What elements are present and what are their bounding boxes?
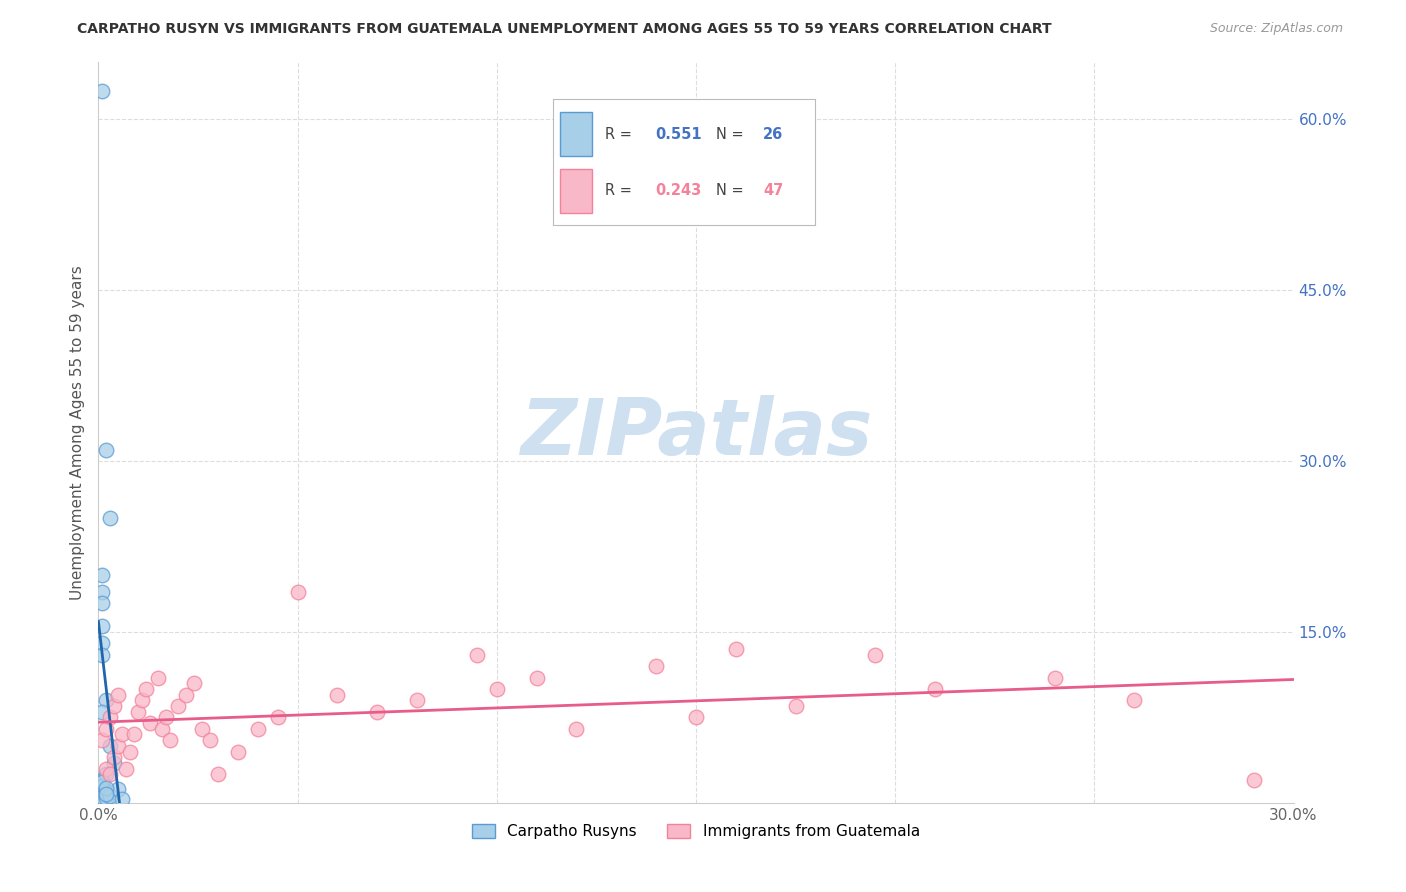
Point — [91, 597, 114, 611]
Point — [155, 710, 177, 724]
Point — [191, 722, 214, 736]
Point — [785, 698, 807, 713]
Point — [96, 767, 118, 781]
Point — [98, 710, 122, 724]
Point — [406, 693, 429, 707]
Point — [167, 698, 190, 713]
Point — [148, 671, 170, 685]
Point — [1243, 772, 1265, 787]
Point — [198, 733, 221, 747]
Point — [91, 619, 114, 633]
Point — [526, 671, 548, 685]
Point — [91, 84, 114, 98]
Point — [174, 688, 197, 702]
Point — [246, 722, 269, 736]
Point — [96, 442, 118, 457]
Point — [96, 780, 118, 795]
Point — [96, 791, 118, 805]
Point — [924, 681, 946, 696]
Point — [91, 790, 114, 805]
Point — [103, 698, 125, 713]
Point — [91, 775, 114, 789]
Point — [565, 722, 588, 736]
Point — [724, 642, 747, 657]
Legend: Carpatho Rusyns, Immigrants from Guatemala: Carpatho Rusyns, Immigrants from Guatema… — [464, 817, 928, 847]
Point — [91, 779, 114, 793]
Point — [226, 745, 249, 759]
Point — [96, 693, 118, 707]
Point — [645, 659, 668, 673]
Point — [1043, 671, 1066, 685]
Point — [96, 788, 118, 802]
Point — [98, 739, 122, 753]
Point — [366, 705, 388, 719]
Point — [91, 636, 114, 650]
Point — [326, 688, 349, 702]
Point — [120, 745, 142, 759]
Point — [115, 762, 138, 776]
Point — [865, 648, 887, 662]
Point — [98, 767, 122, 781]
Y-axis label: Unemployment Among Ages 55 to 59 years: Unemployment Among Ages 55 to 59 years — [69, 265, 84, 600]
Point — [465, 648, 488, 662]
Point — [183, 676, 205, 690]
Point — [91, 568, 114, 582]
Point — [139, 716, 162, 731]
Point — [91, 648, 114, 662]
Point — [485, 681, 508, 696]
Point — [103, 750, 125, 764]
Point — [124, 727, 146, 741]
Point — [1123, 693, 1146, 707]
Point — [91, 772, 114, 787]
Point — [98, 511, 122, 525]
Point — [103, 756, 125, 770]
Point — [107, 739, 129, 753]
Point — [98, 789, 122, 803]
Point — [111, 727, 134, 741]
Text: CARPATHO RUSYN VS IMMIGRANTS FROM GUATEMALA UNEMPLOYMENT AMONG AGES 55 TO 59 YEA: CARPATHO RUSYN VS IMMIGRANTS FROM GUATEM… — [77, 22, 1052, 37]
Text: ZIPatlas: ZIPatlas — [520, 394, 872, 471]
Point — [91, 585, 114, 599]
Point — [111, 792, 134, 806]
Point — [127, 705, 149, 719]
Point — [91, 705, 114, 719]
Point — [96, 787, 118, 801]
Point — [107, 782, 129, 797]
Point — [107, 688, 129, 702]
Point — [685, 710, 707, 724]
Point — [150, 722, 173, 736]
Point — [96, 784, 118, 798]
Point — [267, 710, 290, 724]
Point — [96, 722, 118, 736]
Point — [135, 681, 157, 696]
Point — [96, 762, 118, 776]
Point — [91, 733, 114, 747]
Point — [131, 693, 153, 707]
Text: Source: ZipAtlas.com: Source: ZipAtlas.com — [1209, 22, 1343, 36]
Point — [287, 585, 309, 599]
Point — [159, 733, 181, 747]
Point — [207, 767, 229, 781]
